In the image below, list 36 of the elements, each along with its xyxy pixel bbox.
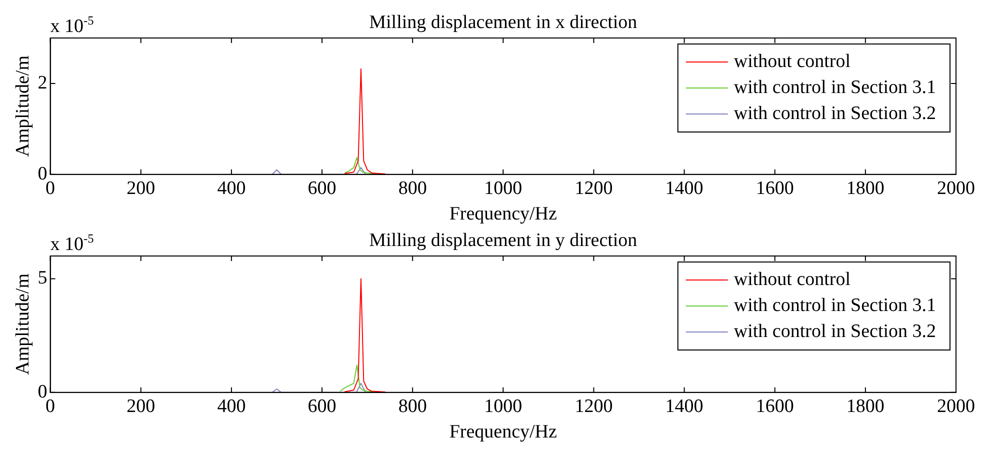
x-tick-label: 600 [308,178,336,199]
legend-label: without control [734,268,851,290]
y-tick-label: 0 [38,163,48,184]
x-tick-label: 1800 [846,396,884,417]
x-axis-title: Frequency/Hz [449,422,557,443]
x-tick-label: 1200 [574,396,613,417]
y-axis-title: Amplitude/m [12,273,34,375]
x-tick-label: 2000 [937,178,975,199]
x-tick-label: 1400 [665,396,704,417]
x-tick-label: 800 [398,396,427,417]
y-axis-title: Amplitude/m [12,55,34,157]
legend-label: with control in Section 3.1 [734,76,936,98]
x-tick-label: 1600 [756,396,794,417]
x-tick-label: 1000 [484,396,522,417]
x-tick-label: 1800 [846,178,884,199]
legend-label: with control in Section 3.2 [734,102,936,124]
legend-label: without control [734,50,851,72]
x-tick-label: 800 [398,178,427,199]
x-tick-label: 1000 [484,178,522,199]
y-tick-label: 5 [38,268,48,289]
x-tick-label: 200 [126,178,156,199]
y-tick-label: 0 [38,381,48,402]
chart-title: Milling displacement in x direction [369,12,638,33]
x-tick-label: 600 [308,396,336,417]
legend-label: with control in Section 3.1 [734,294,936,316]
legend-label: with control in Section 3.2 [734,320,936,342]
x-tick-label: 400 [217,396,246,417]
x-tick-label: 1400 [665,178,704,199]
x-tick-label: 1600 [756,178,794,199]
x-tick-label: 2000 [937,396,975,417]
y-tick-label: 2 [38,72,48,94]
x-axis-title: Frequency/Hz [449,204,557,225]
x-tick-label: 400 [217,178,246,199]
chart-title: Milling displacement in y direction [369,230,638,251]
x-tick-label: 1200 [574,178,613,199]
x-tick-label: 200 [126,396,156,417]
